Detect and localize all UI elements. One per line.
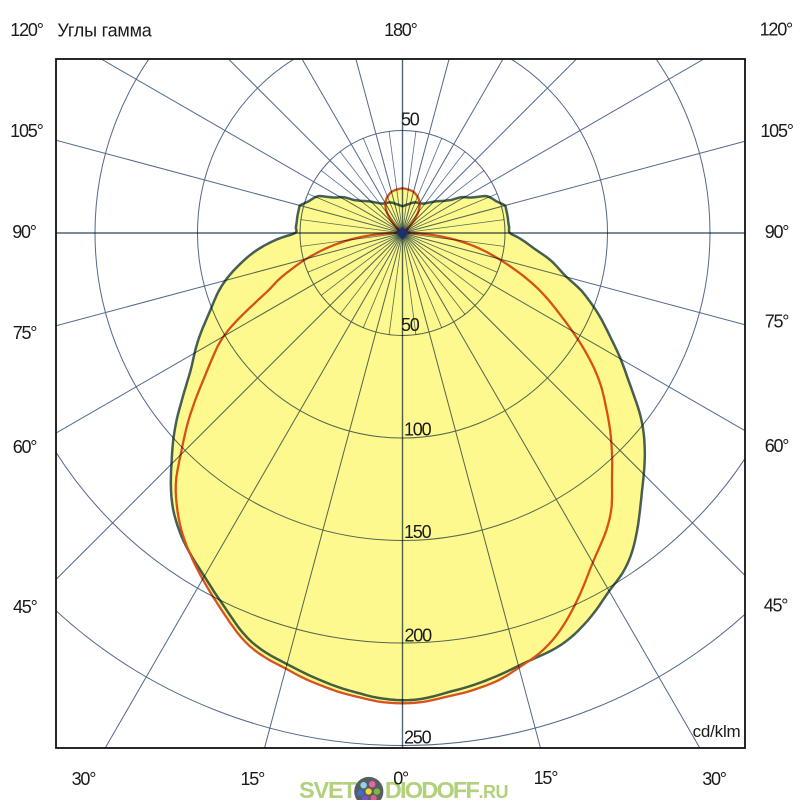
svg-text:15°: 15° xyxy=(240,769,265,789)
svg-text:45°: 45° xyxy=(13,597,38,617)
svg-text:250: 250 xyxy=(404,728,432,748)
svg-text:Углы гамма: Углы гамма xyxy=(57,21,152,41)
svg-text:.RU: .RU xyxy=(479,782,509,800)
svg-text:75°: 75° xyxy=(13,323,38,343)
svg-text:75°: 75° xyxy=(765,312,790,332)
svg-text:cd/klm: cd/klm xyxy=(693,722,741,741)
svg-text:30°: 30° xyxy=(702,769,727,789)
svg-text:50: 50 xyxy=(401,110,420,130)
svg-text:180°: 180° xyxy=(384,20,417,40)
svg-text:DIODOFF: DIODOFF xyxy=(385,777,480,800)
svg-text:0°: 0° xyxy=(393,769,409,789)
svg-text:15°: 15° xyxy=(534,768,559,788)
svg-text:60°: 60° xyxy=(765,436,790,456)
svg-text:SVET: SVET xyxy=(299,777,357,800)
svg-text:50: 50 xyxy=(401,315,420,335)
svg-text:90°: 90° xyxy=(765,222,790,242)
svg-text:105°: 105° xyxy=(10,121,43,141)
svg-text:200: 200 xyxy=(405,626,433,646)
svg-text:30°: 30° xyxy=(72,769,97,789)
svg-text:100: 100 xyxy=(404,420,432,440)
svg-text:60°: 60° xyxy=(13,437,38,457)
svg-text:120°: 120° xyxy=(10,20,43,40)
svg-text:120°: 120° xyxy=(760,20,793,40)
svg-text:105°: 105° xyxy=(760,121,793,141)
svg-text:150: 150 xyxy=(404,522,432,542)
svg-text:45°: 45° xyxy=(764,596,789,616)
svg-text:90°: 90° xyxy=(12,222,37,242)
